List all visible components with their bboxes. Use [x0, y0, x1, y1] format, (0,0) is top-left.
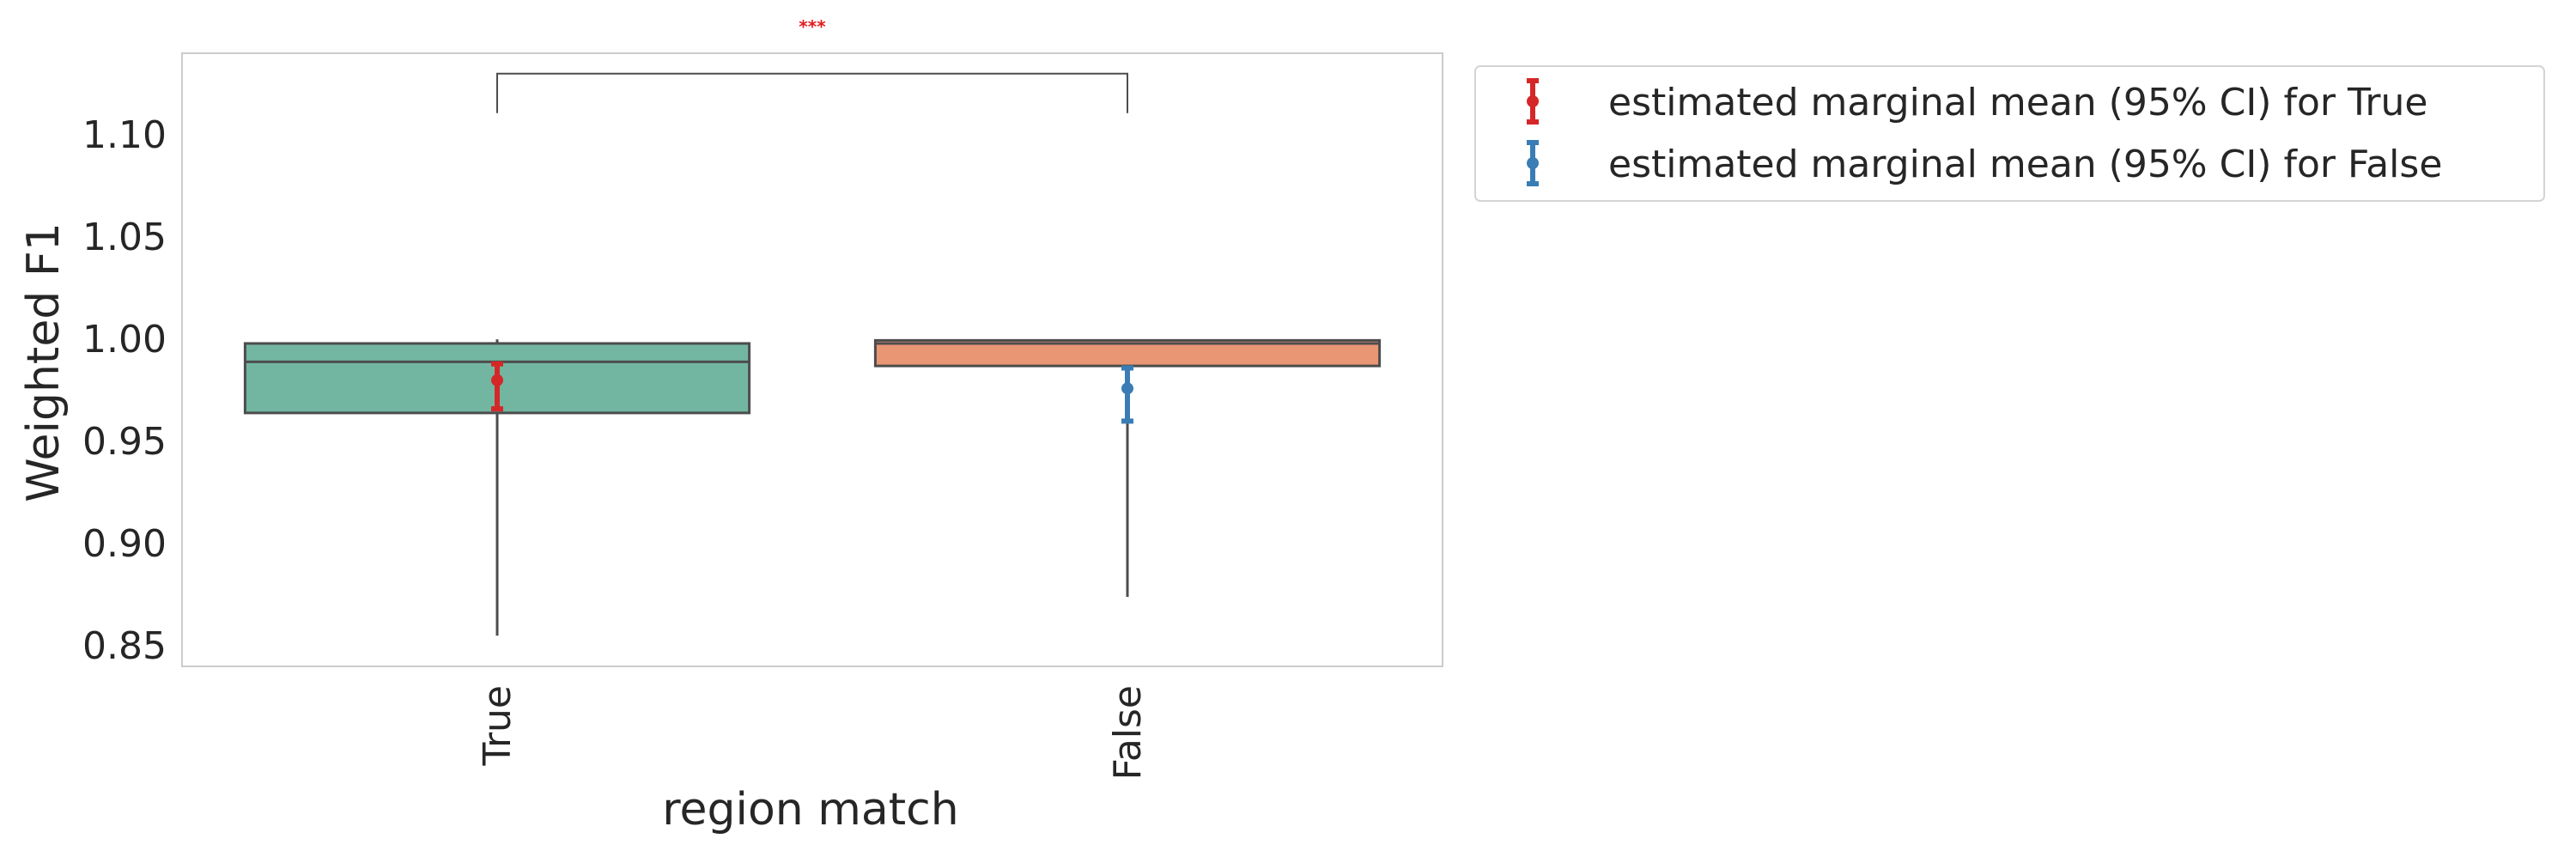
- legend-point: [1527, 157, 1539, 169]
- y-axis-label: Weighted F1: [18, 222, 70, 502]
- y-tick-label: 1.00: [82, 318, 167, 362]
- legend-entry-true: estimated marginal mean (95% CI) for Tru…: [1527, 78, 2427, 125]
- significance-bracket: [496, 72, 1128, 113]
- y-tick-label: 0.95: [82, 420, 167, 464]
- y-tick-label: 1.10: [82, 113, 167, 157]
- legend-label-false: estimated marginal mean (95% CI) for Fal…: [1608, 143, 2442, 186]
- legend-marker-true: [1527, 78, 1539, 125]
- x-axis-label: region match: [662, 784, 958, 836]
- legend-frame: [1474, 65, 2545, 202]
- significance-label: ***: [799, 16, 826, 37]
- x-tick-label-true: True: [476, 685, 519, 766]
- emm-point-false: [1121, 382, 1133, 395]
- y-tick-label: 0.85: [82, 624, 167, 668]
- x-tick-label-false: False: [1106, 685, 1150, 780]
- legend-marker-false: [1527, 140, 1539, 186]
- legend: estimated marginal mean (95% CI) for Tru…: [1474, 65, 2545, 202]
- legend-entry-false: estimated marginal mean (95% CI) for Fal…: [1527, 140, 2442, 186]
- emm-point-true: [491, 374, 503, 386]
- legend-point: [1527, 95, 1539, 107]
- y-tick-label: 1.05: [82, 216, 167, 259]
- axes-frame: [181, 52, 1443, 667]
- legend-label-true: estimated marginal mean (95% CI) for Tru…: [1608, 81, 2427, 125]
- y-tick-label: 0.90: [82, 522, 167, 566]
- plot-area: 0.85 0.90 0.95 1.00 1.05 1.10 True False: [82, 52, 1443, 780]
